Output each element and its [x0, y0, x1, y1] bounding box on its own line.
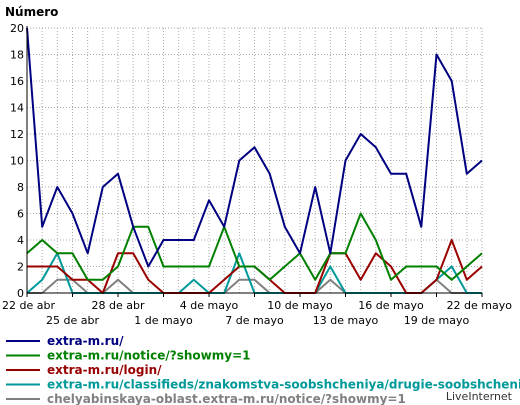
legend: extra-m.ru/extra-m.ru/notice/?showmy=1ex… — [6, 334, 520, 405]
y-tick-label: 8 — [17, 181, 24, 194]
x-tick-label: 7 de mayo — [225, 314, 284, 327]
legend-label: extra-m.ru/ — [47, 334, 124, 348]
x-tick-label: 22 de abr — [2, 299, 55, 312]
y-tick-label: 2 — [17, 261, 24, 274]
legend-label: chelyabinskaya-oblast.extra-m.ru/notice/… — [47, 392, 406, 405]
brand-label: LiveInternet — [446, 390, 513, 403]
y-tick-label: 0 — [17, 287, 24, 300]
y-tick-label: 18 — [10, 49, 24, 62]
y-tick-label: 20 — [10, 22, 24, 35]
grid-lines — [27, 27, 483, 293]
x-tick-label: 13 de mayo — [313, 314, 379, 327]
y-axis-label: Número — [5, 5, 58, 19]
y-tick-labels: 0 2 4 6 8 10 12 14 16 18 20 — [10, 22, 24, 300]
x-tick-label: 10 de mayo — [267, 299, 333, 312]
series-line — [26, 212, 483, 281]
y-tick-label: 12 — [10, 128, 24, 141]
axes — [26, 26, 482, 294]
x-tick-label: 19 de mayo — [404, 314, 470, 327]
x-tick-label: 16 de mayo — [358, 299, 424, 312]
x-tick-label: 4 de mayo — [180, 299, 239, 312]
x-tick-label: 22 de mayo — [447, 299, 513, 312]
legend-label: extra-m.ru/login/ — [47, 363, 162, 377]
y-tick-label: 14 — [10, 102, 24, 115]
y-tick-label: 16 — [10, 75, 24, 88]
x-tick-label: 1 de mayo — [134, 314, 193, 327]
y-tick-label: 10 — [10, 155, 24, 168]
y-tick-label: 6 — [17, 208, 24, 221]
legend-label: extra-m.ru/classifieds/znakomstva-soobsh… — [47, 378, 520, 392]
y-tick-label: 4 — [17, 234, 24, 247]
x-tick-label: 28 de abr — [92, 299, 145, 312]
legend-label: extra-m.ru/notice/?showmy=1 — [47, 349, 251, 363]
x-tick-label: 25 de abr — [46, 314, 99, 327]
series-line — [26, 27, 483, 268]
x-tick-labels: 22 de abr 25 de abr 28 de abr 1 de mayo 4 de… — [2, 293, 512, 327]
